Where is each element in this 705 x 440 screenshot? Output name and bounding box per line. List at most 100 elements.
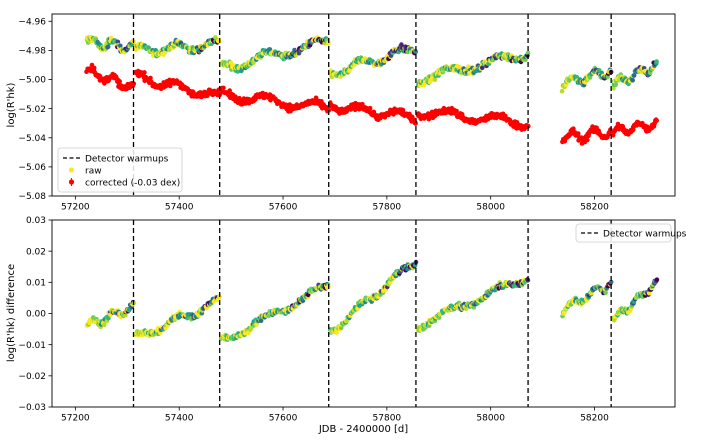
x-tick-label: 57200 <box>61 414 90 424</box>
segment-3 <box>218 281 331 342</box>
y-tick-label: −0.01 <box>18 341 46 351</box>
data-point <box>146 45 151 51</box>
x-tick-label: 57800 <box>373 414 402 424</box>
bottom-y-ticks: −0.03 −0.02 −0.01 0.00 0.01 0.02 0.03 <box>18 216 52 413</box>
y-tick-label: −4.98 <box>18 47 46 57</box>
data-point <box>608 279 614 285</box>
segment-1 <box>84 62 137 92</box>
top-legend-box <box>57 147 183 193</box>
data-point <box>148 75 153 81</box>
legend-raw-swatch <box>68 167 75 173</box>
x-tick-label: 57600 <box>269 203 298 213</box>
data-point <box>413 121 418 126</box>
data-point <box>654 118 659 123</box>
data-point <box>631 127 636 132</box>
data-point <box>563 82 569 87</box>
data-point <box>454 108 459 114</box>
data-point <box>603 290 608 296</box>
data-point <box>525 50 531 56</box>
data-point <box>117 79 122 84</box>
bottom-x-ticks: 57200 57400 57600 57800 58000 58200 <box>61 407 609 424</box>
y-tick-label: 0.00 <box>26 310 46 320</box>
series-raw <box>84 34 659 94</box>
data-point <box>367 105 373 111</box>
series-difference <box>84 259 660 342</box>
data-point <box>480 65 485 71</box>
x-tick-label: 58000 <box>476 203 505 213</box>
legend-raw-label: raw <box>85 167 102 177</box>
bottom-data-layer <box>84 259 660 342</box>
data-point <box>118 43 123 49</box>
x-tick-label: 57200 <box>61 203 90 213</box>
data-point <box>258 318 264 324</box>
segment-7 <box>610 277 660 323</box>
data-point <box>630 78 635 83</box>
segment-7 <box>611 59 659 91</box>
y-tick-label: 0.03 <box>26 216 46 226</box>
x-tick-label: 57400 <box>165 203 194 213</box>
segment-6 <box>560 279 614 319</box>
top-x-ticks: 57200 57400 57600 57800 58000 58200 <box>61 196 609 213</box>
bottom-y-axis-label: log(R'hk) difference <box>6 264 17 362</box>
y-tick-label: −0.02 <box>18 372 46 382</box>
segment-3 <box>219 35 331 74</box>
legend-warmup-label: Detector warmups <box>603 230 687 240</box>
x-tick-label: 58200 <box>580 203 609 213</box>
data-point <box>654 59 659 64</box>
legend-corrected-label: corrected (-0.03 dex) <box>85 179 180 189</box>
data-point <box>221 85 226 91</box>
data-point <box>646 290 652 296</box>
data-point <box>102 322 107 328</box>
data-point <box>610 133 616 138</box>
segment-5 <box>415 277 531 333</box>
data-point <box>432 77 438 82</box>
data-point <box>167 47 172 53</box>
segment-5 <box>415 105 531 132</box>
bottom-legend: Detector warmups <box>575 223 687 243</box>
segment-6 <box>559 65 614 94</box>
segment-7 <box>610 117 659 138</box>
data-point <box>91 65 97 71</box>
y-tick-label: 0.02 <box>26 247 46 257</box>
segment-1 <box>84 300 136 330</box>
data-point <box>466 64 471 69</box>
series-corrected-0-03-dex- <box>84 62 659 146</box>
data-point <box>413 49 419 54</box>
x-tick-label: 57600 <box>269 414 298 424</box>
y-tick-label: −4.96 <box>18 17 46 27</box>
data-point <box>654 277 660 283</box>
segment-2 <box>133 68 222 100</box>
y-tick-label: −5.04 <box>18 134 46 144</box>
top-panel: 57200 57400 57600 57800 58000 58200 −5.08−5.0… <box>6 13 676 213</box>
data-point <box>576 131 581 136</box>
data-point <box>436 315 442 320</box>
y-tick-label: −0.03 <box>18 403 46 413</box>
data-point <box>227 88 232 93</box>
top-warmup-lines <box>132 14 612 196</box>
y-tick-label: −5.00 <box>18 76 46 86</box>
bottom-panel: 57200 57400 57600 57800 58000 58200 −0.03−0.0… <box>6 216 687 435</box>
segment-3 <box>219 85 332 114</box>
data-point <box>334 330 339 335</box>
y-tick-label: −5.02 <box>18 105 46 115</box>
y-tick-label: −5.08 <box>18 192 46 202</box>
top-y-ticks: −5.08 −5.06 −5.04 −5.02 −5.00 −4.98 −4.96 <box>18 17 52 202</box>
data-point <box>142 70 147 75</box>
segment-6 <box>560 124 614 146</box>
data-point <box>457 64 463 70</box>
data-point <box>559 88 565 94</box>
segment-4 <box>327 259 419 335</box>
data-point <box>267 47 273 52</box>
data-point <box>131 81 137 86</box>
bottom-legend-box <box>575 223 672 243</box>
segment-2 <box>133 35 222 59</box>
segment-4 <box>328 100 418 126</box>
x-tick-label: 58200 <box>580 414 609 424</box>
data-point <box>360 101 365 107</box>
data-point <box>613 82 619 88</box>
segment-2 <box>133 294 222 339</box>
legend-corrected-swatch <box>68 179 75 185</box>
y-tick-label: 0.01 <box>26 279 46 289</box>
data-point <box>585 137 590 143</box>
